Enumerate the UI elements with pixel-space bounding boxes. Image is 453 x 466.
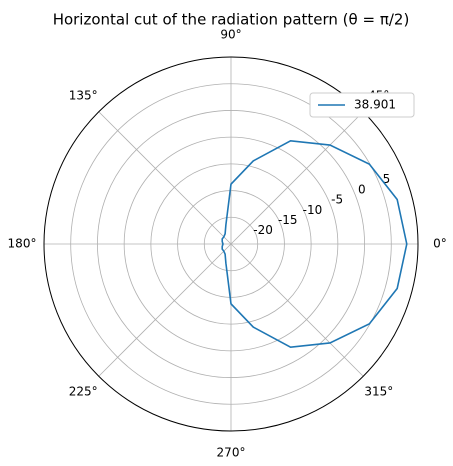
series-line: [221, 139, 408, 349]
polar-frame: [43, 56, 419, 432]
grid-spoke: [230, 243, 364, 377]
grid-spoke: [230, 111, 364, 245]
angle-label: 225°: [69, 384, 98, 398]
angle-label: 270°: [217, 446, 246, 460]
radial-label: -20: [253, 223, 273, 237]
radial-label: -5: [331, 193, 343, 207]
angle-label: 90°: [220, 28, 241, 42]
radial-label: 5: [383, 172, 391, 186]
radial-label: 0: [358, 182, 366, 196]
chart-title: Horizontal cut of the radiation pattern …: [53, 11, 410, 29]
radial-label: -15: [278, 213, 298, 227]
radial-label: -10: [303, 203, 323, 217]
legend-box: [309, 92, 415, 118]
angle-label: 315°: [364, 384, 393, 398]
angle-label: 135°: [69, 89, 98, 103]
angle-label: 0°: [433, 237, 447, 251]
angle-label: 180°: [8, 237, 37, 251]
grid-spoke: [98, 243, 232, 377]
legend-label: 38.901: [354, 98, 396, 112]
grid-spoke: [98, 111, 232, 245]
